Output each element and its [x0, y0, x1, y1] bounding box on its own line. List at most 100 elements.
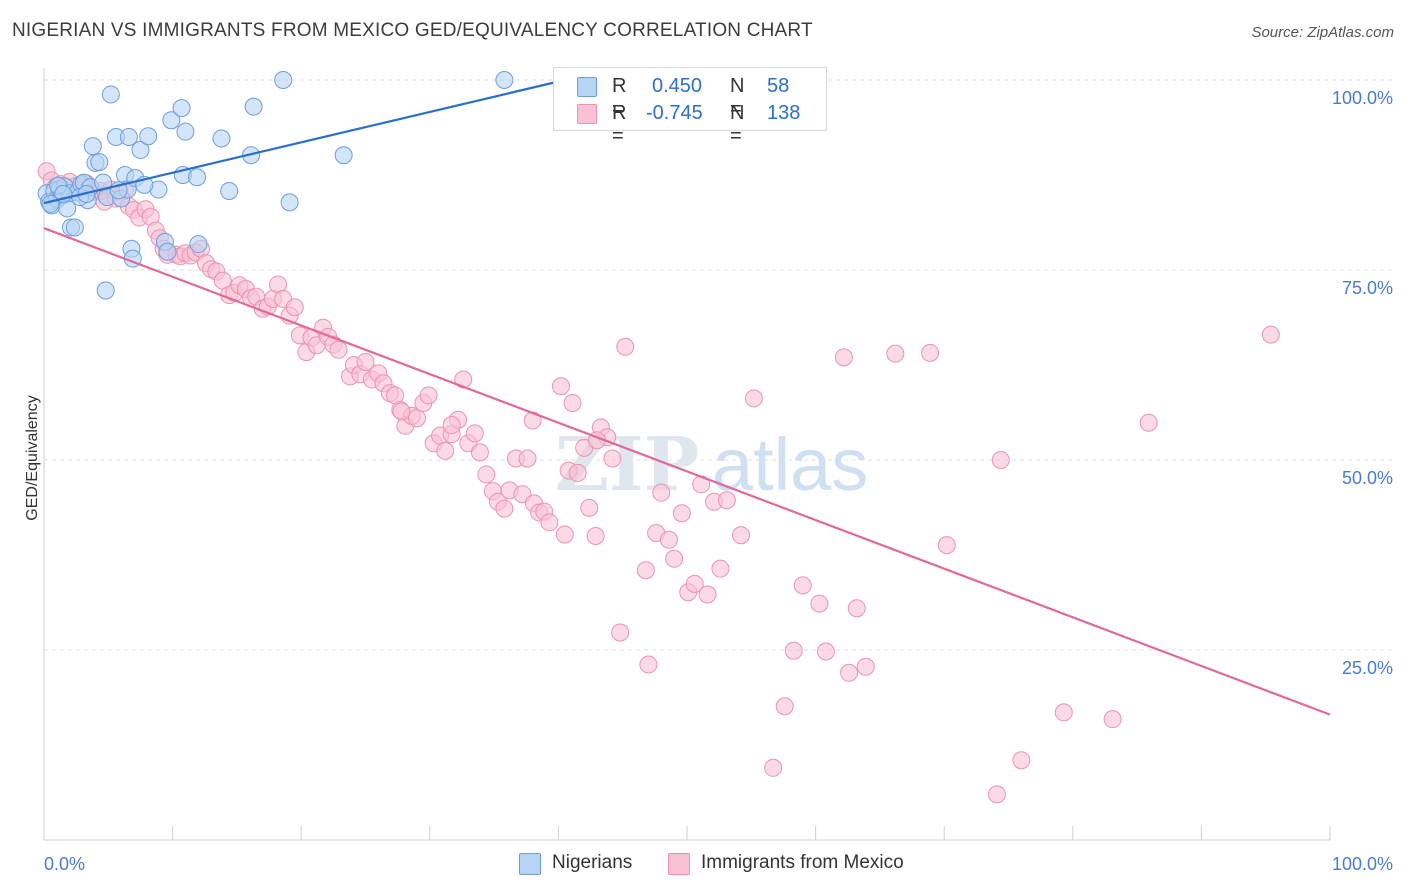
- mexico-point: [937, 536, 956, 555]
- x-tick-label-min: 0.0%: [44, 854, 85, 874]
- source-label: Source: ZipAtlas.com: [1251, 24, 1394, 41]
- y-tick-label: 50.0%: [1342, 468, 1393, 488]
- mexico-point: [586, 527, 605, 545]
- bottom-legend-label: Nigerians: [552, 852, 633, 873]
- mexico-point: [1261, 325, 1280, 344]
- mexico-point: [659, 530, 678, 549]
- x-axis-ticks: [43, 826, 1331, 840]
- nigerians-point: [334, 146, 353, 165]
- nigerians-point: [188, 168, 207, 187]
- legend-n-value: 58: [767, 75, 790, 97]
- mexico-point: [810, 594, 829, 613]
- mexico-point: [540, 513, 559, 532]
- mexico-point: [465, 424, 484, 443]
- nigerians-point: [274, 71, 293, 89]
- y-axis-label: GED/Equivalency: [24, 395, 41, 520]
- mexico-point: [477, 465, 496, 484]
- legend-swatch-pink: [577, 104, 597, 124]
- legend-r-value: -0.745: [646, 102, 703, 124]
- mexico-point: [744, 389, 763, 408]
- legend-r-label: R =: [612, 75, 627, 120]
- nigerians-trend-line: [43, 78, 566, 205]
- mexico-point: [616, 337, 635, 356]
- mexico-point: [717, 491, 736, 510]
- mexico-point: [555, 525, 574, 544]
- mexico-point: [518, 449, 537, 468]
- nigerians-point: [65, 218, 84, 237]
- mexico-point: [847, 599, 866, 618]
- nigerians-point: [101, 85, 120, 104]
- mexico-trend-line: [43, 227, 1331, 716]
- mexico-point: [856, 657, 875, 676]
- mexico-point: [775, 697, 794, 716]
- nigerians-point: [83, 137, 102, 156]
- mexico-point: [639, 655, 658, 674]
- nigerians-point: [244, 97, 263, 116]
- mexico-point: [603, 449, 622, 468]
- mexico-point: [784, 641, 803, 660]
- mexico-point: [329, 340, 348, 359]
- mexico-point: [665, 549, 684, 568]
- nigerians-point: [131, 140, 150, 159]
- mexico-point: [672, 504, 691, 523]
- nigerians-point: [212, 129, 231, 148]
- bottom-legend-swatch-blue: [519, 853, 541, 875]
- mexico-point: [407, 409, 426, 428]
- legend-r-value: 0.450: [652, 75, 703, 97]
- nigerians-point: [176, 122, 195, 141]
- stats-legend: R = 0.450 N = 58 R = -0.745 N = 138: [553, 67, 827, 147]
- watermark-atlas: atlas: [712, 423, 868, 506]
- mexico-point: [834, 348, 853, 367]
- mexico-point: [711, 559, 730, 578]
- y-tick-label: 100.0%: [1332, 88, 1393, 108]
- mexico-point: [436, 441, 455, 460]
- nigerians-point: [96, 281, 115, 300]
- nigerians-point: [139, 127, 158, 146]
- nigerians-point: [90, 153, 109, 172]
- mexico-point: [611, 623, 630, 642]
- nigerians-point: [495, 71, 514, 89]
- nigerians-point: [189, 235, 208, 254]
- mexico-point: [285, 298, 304, 317]
- bottom-legend-label: Immigrants from Mexico: [701, 852, 904, 873]
- nigerians-point: [220, 181, 239, 200]
- bottom-legend-swatch-pink: [668, 853, 690, 875]
- mexico-point: [793, 576, 812, 595]
- mexico-point: [1103, 710, 1122, 729]
- mexico-point: [356, 352, 375, 371]
- mexico-point: [1054, 703, 1073, 722]
- nigerians-point: [119, 128, 138, 146]
- mexico-point: [886, 344, 905, 363]
- series-nigerians-points: [37, 71, 514, 300]
- mexico-point: [419, 386, 438, 405]
- y-tick-label: 25.0%: [1342, 658, 1393, 678]
- mexico-point: [732, 526, 751, 545]
- gridlines: [44, 79, 1392, 651]
- mexico-point: [685, 574, 704, 593]
- mexico-point: [921, 343, 940, 362]
- mexico-point: [652, 483, 671, 502]
- trend-lines: [43, 78, 1331, 716]
- mexico-point: [816, 642, 835, 661]
- mexico-point: [1012, 751, 1031, 770]
- mexico-point: [987, 785, 1006, 804]
- legend-r-label: R =: [612, 102, 627, 147]
- mexico-point: [392, 402, 411, 421]
- y-tick-labels: 25.0% 50.0% 75.0% 100.0%: [1332, 88, 1393, 678]
- mexico-point: [840, 663, 859, 682]
- mexico-point: [495, 499, 514, 518]
- mexico-point: [1139, 413, 1158, 432]
- mexico-point: [991, 451, 1010, 469]
- mexico-point: [551, 377, 570, 396]
- mexico-point: [764, 758, 783, 777]
- mexico-point: [442, 416, 461, 435]
- legend-n-value: 138: [767, 102, 801, 124]
- y-tick-label: 75.0%: [1342, 278, 1393, 298]
- nigerians-point: [162, 111, 181, 130]
- x-tick-label-max: 100.0%: [1332, 854, 1393, 874]
- legend-n-label: N =: [730, 75, 745, 120]
- mexico-point: [470, 443, 489, 462]
- legend-n-label: N =: [730, 102, 745, 147]
- nigerians-point: [280, 193, 299, 212]
